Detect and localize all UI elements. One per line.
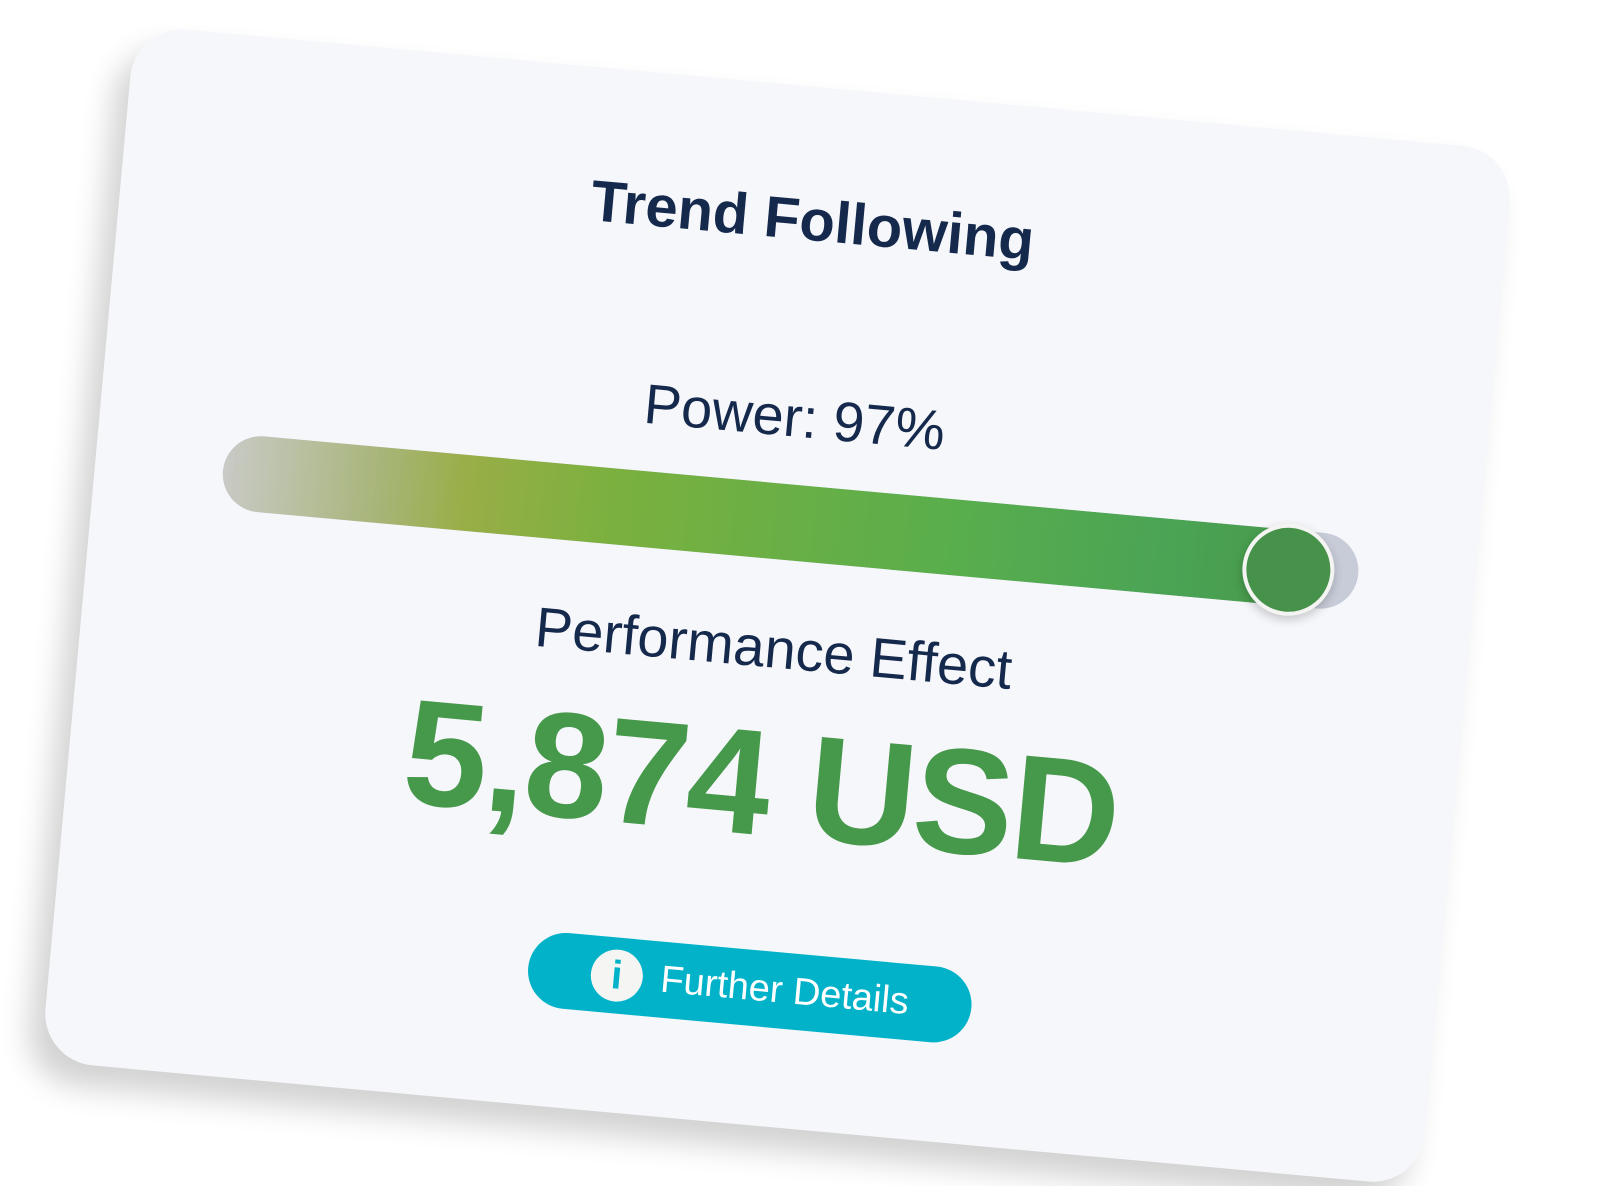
strategy-card: Trend Following Power: 97% Performance E… xyxy=(40,25,1515,1186)
further-details-label: Further Details xyxy=(658,958,911,1023)
card-title: Trend Following xyxy=(588,168,1037,274)
further-details-button[interactable]: i Further Details xyxy=(524,929,975,1046)
info-icon: i xyxy=(588,947,645,1004)
